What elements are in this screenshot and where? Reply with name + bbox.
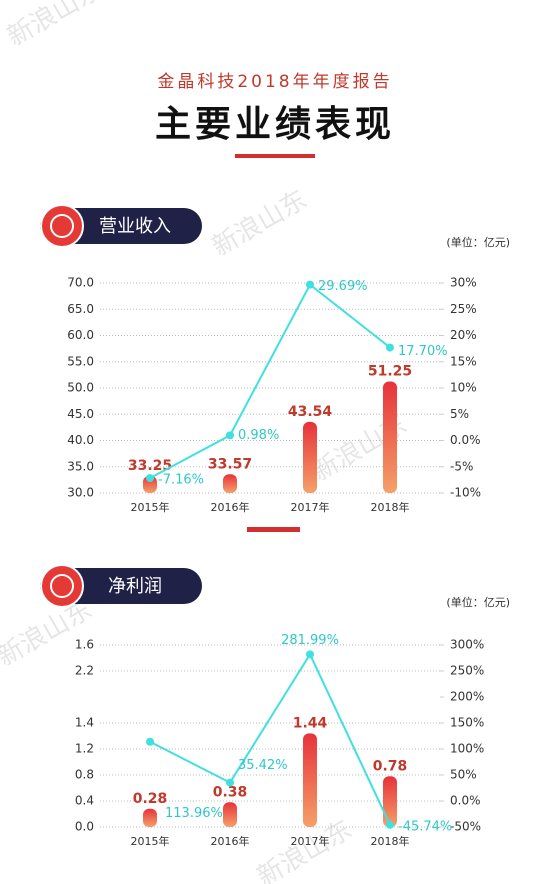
bar: [383, 381, 397, 493]
y-tick-label: 2.2: [75, 664, 94, 678]
unit-label: (单位：亿元): [446, 235, 510, 249]
y2-tick-label: -10%: [450, 486, 481, 500]
y-tick-label: 0.0: [75, 820, 94, 834]
y-tick-label: 65.0: [67, 302, 94, 316]
line-value-label: 17.70%: [398, 344, 448, 359]
line-point: [386, 820, 394, 829]
line: [149, 283, 391, 479]
watermark: 新浪山东: [2, 0, 107, 53]
y2-tick-label: 30%: [450, 276, 477, 290]
main-title: 主要业绩表现: [155, 104, 395, 145]
line-value-label: -7.16%: [158, 473, 204, 488]
bar: [223, 802, 237, 827]
badge-icon-ring: [50, 214, 74, 238]
y2-tick-label: 150%: [450, 716, 484, 730]
bar-value-label: 1.44: [293, 715, 328, 731]
line-point: [386, 343, 394, 352]
line-value-label: 113.96%: [165, 806, 223, 821]
y2-tick-label: 100%: [450, 742, 484, 756]
chart-title: 净利润: [108, 576, 162, 597]
watermark: 新浪山东: [0, 595, 97, 673]
y-tick-label: 35.0: [67, 459, 94, 473]
line-value-label: 281.99%: [281, 633, 339, 648]
y-tick-label: 40.0: [67, 433, 94, 447]
report-subtitle: 金晶科技2018年年度报告: [157, 72, 392, 92]
x-tick-label: 2015年: [131, 500, 170, 514]
y2-tick-label: 25%: [450, 302, 477, 316]
badge-icon: [40, 204, 84, 248]
line-value-label: 29.69%: [318, 279, 368, 294]
x-tick-label: 2017年: [291, 500, 330, 514]
y2-tick-label: 250%: [450, 664, 484, 678]
bar: [303, 733, 317, 827]
y-tick-label: 0.8: [75, 768, 94, 782]
line: [149, 652, 391, 826]
y-tick-label: 1.2: [75, 742, 94, 756]
y2-tick-label: 300%: [450, 638, 484, 652]
y2-tick-label: 0.0%: [450, 794, 481, 808]
line-point: [146, 474, 154, 483]
x-tick-label: 2016年: [211, 834, 250, 848]
y2-tick-label: 10%: [450, 381, 477, 395]
bar: [223, 474, 237, 493]
line-value-label: -45.74%: [398, 819, 452, 834]
bar-value-label: 0.38: [213, 784, 248, 800]
line-point: [306, 280, 314, 289]
bar: [143, 475, 157, 493]
bar-value-label: 43.54: [288, 404, 333, 420]
watermark: 新浪山东: [207, 185, 312, 263]
y-tick-label: 70.0: [67, 276, 94, 290]
separator: [247, 527, 300, 532]
line-value-label: 35.42%: [238, 758, 288, 773]
y-tick-label: 0.4: [75, 794, 94, 808]
bar-value-label: 51.25: [368, 363, 412, 379]
y2-tick-label: 0.0%: [450, 433, 481, 447]
x-tick-label: 2016年: [211, 500, 250, 514]
y-tick-label: 1.4: [75, 716, 94, 730]
line-point: [146, 737, 154, 746]
bar: [143, 808, 157, 827]
bar-value-label: 0.28: [133, 791, 168, 807]
y2-tick-label: -50%: [450, 820, 481, 834]
unit-label: (单位：亿元): [446, 595, 510, 609]
y-tick-label: 45.0: [67, 407, 94, 421]
line-value-label: 0.98%: [238, 428, 279, 443]
y2-tick-label: 20%: [450, 328, 477, 342]
badge-icon: [40, 564, 84, 608]
bar-value-label: 33.57: [208, 456, 252, 472]
y-tick-label: 55.0: [67, 354, 94, 368]
x-tick-label: 2017年: [291, 834, 330, 848]
line-point: [226, 431, 234, 440]
y2-tick-label: -5%: [450, 459, 473, 473]
y2-tick-label: 5%: [450, 407, 469, 421]
badge-icon-ring: [50, 574, 74, 598]
y-tick-label: 30.0: [67, 486, 94, 500]
bar-value-label: 0.78: [373, 758, 408, 774]
bar-value-label: 33.25: [128, 458, 172, 474]
y2-tick-label: 50%: [450, 768, 477, 782]
y-tick-label: 1.6: [75, 638, 94, 652]
x-tick-label: 2018年: [371, 500, 410, 514]
line-point: [226, 778, 234, 787]
y-tick-label: 50.0: [67, 381, 94, 395]
line-point: [306, 650, 314, 659]
title-underline: [235, 154, 315, 158]
chart-title: 营业收入: [99, 216, 171, 237]
bar: [303, 421, 317, 493]
y-tick-label: 60.0: [67, 328, 94, 342]
bar: [383, 776, 397, 827]
y2-tick-label: 200%: [450, 690, 484, 704]
x-tick-label: 2015年: [131, 834, 170, 848]
x-tick-label: 2018年: [371, 834, 410, 848]
y2-tick-label: 15%: [450, 354, 477, 368]
